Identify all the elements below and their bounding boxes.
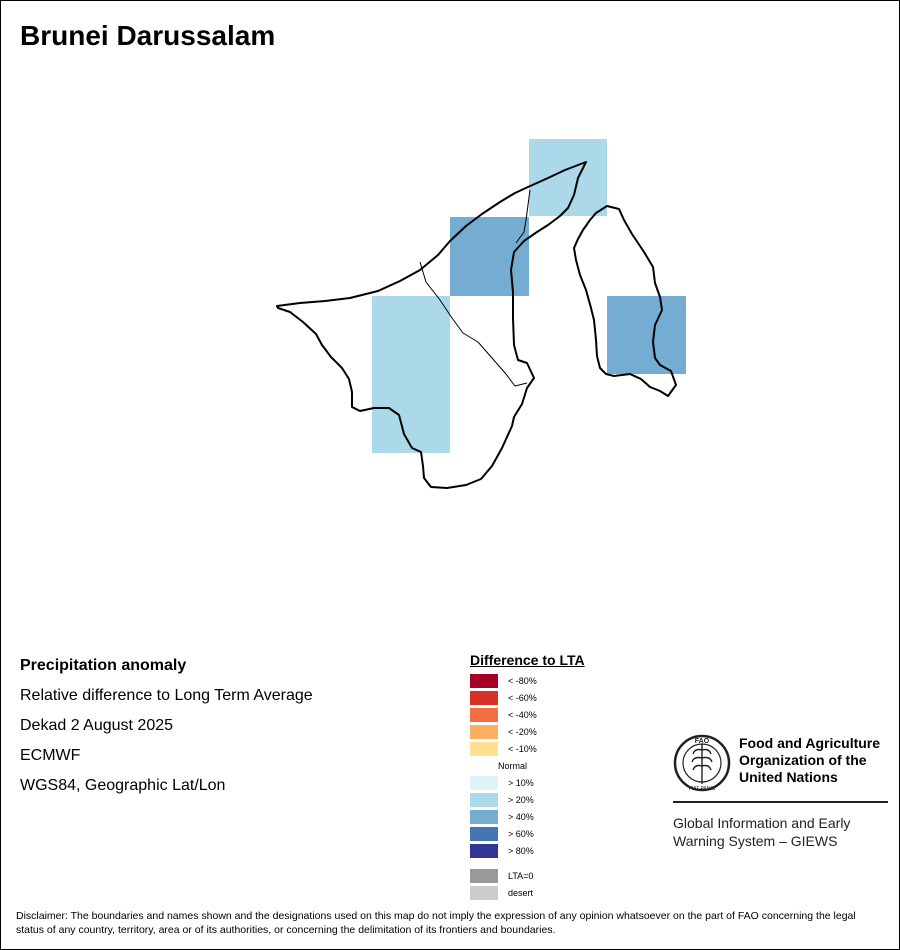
legend: Difference to LTA < -80% < -60% < -40% < -2… xyxy=(470,652,630,901)
legend-item: > 40% xyxy=(470,808,630,825)
legend-item: > 80% xyxy=(470,842,630,859)
legend-label: Normal xyxy=(498,761,528,771)
grid-cell xyxy=(372,296,450,453)
legend-swatch xyxy=(470,674,498,688)
legend-swatch xyxy=(470,708,498,722)
legend-label: < -60% xyxy=(508,693,537,703)
legend-swatch xyxy=(470,793,498,807)
district-boundary xyxy=(515,189,531,244)
district-boundary xyxy=(419,261,528,387)
grid-cell xyxy=(450,217,529,296)
legend-title: Difference to LTA xyxy=(470,652,585,668)
legend-label: < -40% xyxy=(508,710,537,720)
svg-text:FAO: FAO xyxy=(695,738,710,745)
svg-text:FIAT PANIS: FIAT PANIS xyxy=(689,786,716,792)
disclaimer: Disclaimer: The boundaries and names sho… xyxy=(16,910,856,936)
legend-label: > 20% xyxy=(508,795,534,805)
legend-item: Normal xyxy=(470,757,630,774)
legend-label: > 40% xyxy=(508,812,534,822)
map-info: Precipitation anomaly Relative differenc… xyxy=(20,656,313,806)
legend-label: > 10% xyxy=(508,778,534,788)
legend-label: > 60% xyxy=(508,829,534,839)
info-heading: Precipitation anomaly xyxy=(20,657,187,674)
info-description: Relative difference to Long Term Average xyxy=(20,687,313,704)
grid-cell xyxy=(607,296,686,374)
legend-swatch xyxy=(470,810,498,824)
legend-label: LTA=0 xyxy=(508,871,534,881)
legend-item: > 10% xyxy=(470,774,630,791)
legend-item: < -80% xyxy=(470,672,630,689)
legend-item: < -40% xyxy=(470,706,630,723)
temburong-outline xyxy=(573,205,677,397)
legend-item: < -60% xyxy=(470,689,630,706)
country-boundary xyxy=(276,161,677,489)
fao-emblem-icon: FAO FIAT PANIS xyxy=(673,734,731,792)
legend-swatch xyxy=(470,827,498,841)
giews-name: Global Information and Early Warning Sys… xyxy=(673,815,851,849)
info-projection: WGS84, Geographic Lat/Lon xyxy=(20,777,226,794)
legend-swatch xyxy=(470,869,498,883)
legend-swatch xyxy=(470,725,498,739)
legend-item: > 20% xyxy=(470,791,630,808)
legend-label: < -10% xyxy=(508,744,537,754)
legend-swatch xyxy=(470,886,498,900)
legend-swatch xyxy=(470,844,498,858)
legend-label: < -80% xyxy=(508,676,537,686)
info-period: Dekad 2 August 2025 xyxy=(20,717,174,734)
grid-cell xyxy=(529,139,607,216)
map-title: Brunei Darussalam xyxy=(20,20,276,51)
fao-name: Food and Agriculture Organization of the… xyxy=(739,735,881,785)
legend-label: < -20% xyxy=(508,727,537,737)
legend-label: > 80% xyxy=(508,846,534,856)
legend-swatch xyxy=(470,776,498,790)
legend-label: desert xyxy=(508,888,534,898)
legend-item: > 60% xyxy=(470,825,630,842)
legend-swatch xyxy=(470,691,498,705)
info-source: ECMWF xyxy=(20,747,81,764)
legend-item: LTA=0 xyxy=(470,867,630,884)
legend-item: < -20% xyxy=(470,723,630,740)
legend-item: desert xyxy=(470,884,630,901)
legend-item: < -10% xyxy=(470,740,630,757)
fao-divider xyxy=(673,801,888,803)
anomaly-grid xyxy=(372,139,686,453)
legend-swatch xyxy=(470,742,498,756)
western-brunei-outline xyxy=(276,161,587,489)
